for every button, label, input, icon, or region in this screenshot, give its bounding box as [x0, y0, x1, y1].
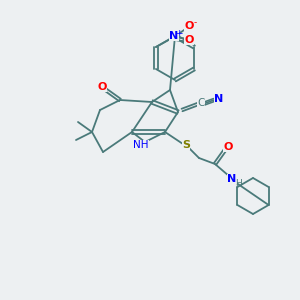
Text: N: N	[227, 174, 237, 184]
Text: H: H	[235, 179, 242, 188]
Text: O: O	[184, 35, 194, 45]
Text: -: -	[193, 19, 197, 28]
Text: NH: NH	[133, 140, 149, 150]
Text: N: N	[169, 31, 178, 41]
Text: O: O	[97, 82, 107, 92]
Text: +: +	[175, 29, 183, 38]
Text: O: O	[184, 21, 194, 31]
Text: N: N	[214, 94, 224, 104]
Text: O: O	[223, 142, 233, 152]
Text: C: C	[197, 98, 205, 108]
Text: S: S	[182, 140, 190, 150]
